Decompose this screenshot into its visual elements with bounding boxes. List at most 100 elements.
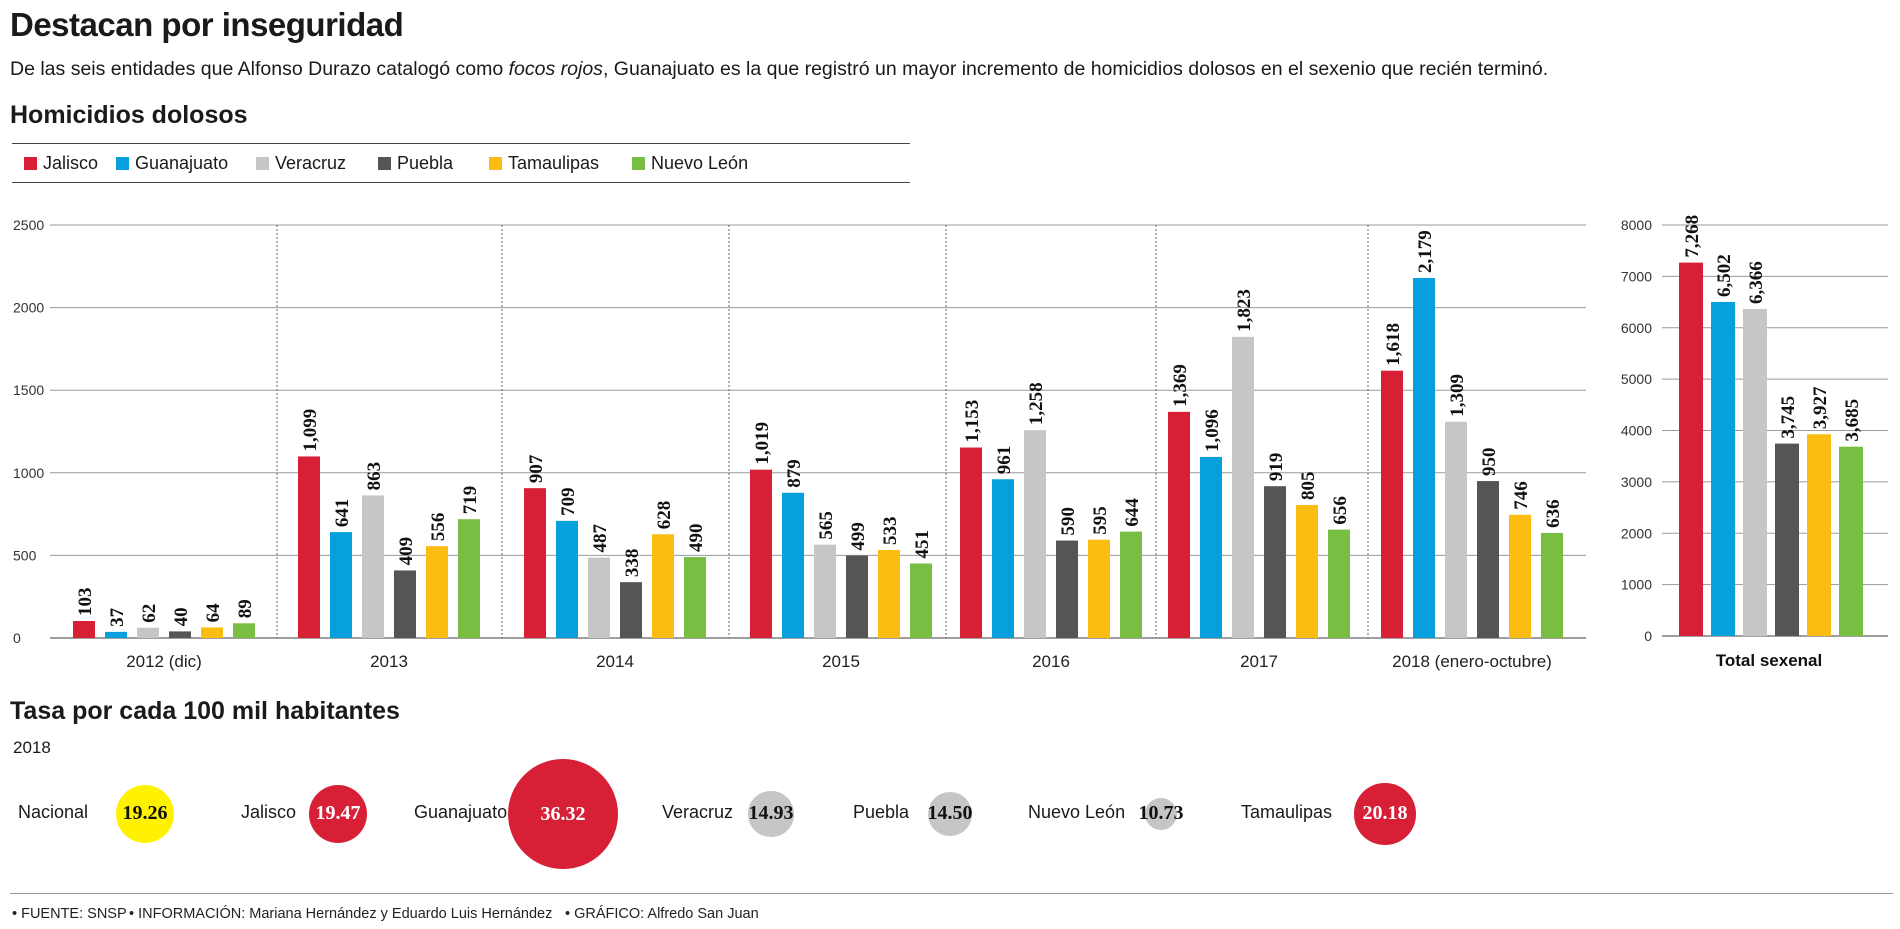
bar-value-label: 1,096 (1202, 409, 1223, 452)
legend-item-guanajuato: Guanajuato (116, 144, 228, 182)
legend-swatch (256, 157, 269, 170)
bar-value-label: 595 (1090, 506, 1111, 535)
bar-value-label: 950 (1479, 448, 1500, 477)
bar-value-label: 499 (848, 522, 869, 551)
bar-jalisco-2014 (524, 488, 546, 638)
total-bar-guanajuato (1711, 301, 1735, 636)
total-bar-chart: 0 1000 2000 3000 4000 5000 6000 7000 8000 7,268 6,… (1621, 215, 1888, 670)
bar-value-label: 919 (1266, 453, 1287, 482)
bar-tamaulipas-2015 (878, 549, 900, 638)
bar-value-label: 805 (1298, 472, 1319, 501)
bar-value-label: 961 (994, 446, 1015, 475)
bar-nuevo-leon-2013 (458, 519, 480, 638)
bar-veracruz-2018-enero-octubre (1445, 421, 1467, 638)
rate-name: Nacional (18, 802, 89, 822)
subtitle-text-end: , Guanajuato es la que registró un mayor… (602, 58, 1549, 80)
total-bar-value-label: 3,745 (1778, 396, 1799, 439)
bar-puebla-2017 (1264, 486, 1286, 638)
bar-guanajuato-2012-dic (105, 631, 127, 638)
bar-value-label: 879 (784, 459, 805, 488)
bar-veracruz-2016 (1024, 430, 1046, 638)
bar-nuevo-leon-2014 (684, 557, 706, 638)
bar-value-label: 1,369 (1170, 364, 1191, 407)
y-tick-label: 0 (13, 630, 21, 646)
rate-bubble: 19.47 (308, 784, 368, 844)
legend-item-tamaulipas: Tamaulipas (489, 144, 599, 182)
bar-value-label: 338 (622, 549, 643, 578)
total-bar-nuevo-leon (1839, 446, 1863, 636)
bar-value-label: 1,258 (1026, 382, 1047, 425)
bar-value-label: 863 (364, 462, 385, 491)
bar-value-label: 2,179 (1415, 230, 1436, 273)
y-tick-label: 7000 (1621, 268, 1652, 284)
bar-value-label: 1,099 (300, 409, 321, 452)
bar-guanajuato-2014 (556, 520, 578, 638)
rate-name: Jalisco (241, 802, 297, 822)
legend-swatch (489, 157, 502, 170)
total-bar-value-label: 3,685 (1842, 399, 1863, 442)
legend-swatch (378, 157, 391, 170)
bar-nuevo-leon-2018-enero-octubre (1541, 532, 1563, 638)
year-group-2016: 1,153 961 1,258 590 595 644 2016 (960, 382, 1143, 671)
x-category-label: 2018 (enero-octubre) (1392, 652, 1552, 671)
rates-section-title: Tasa por cada 100 mil habitantes (10, 697, 400, 725)
bar-value-label: 1,618 (1383, 323, 1404, 366)
bar-nuevo-leon-2016 (1120, 531, 1142, 638)
bar-value-label: 64 (203, 603, 224, 623)
bar-value-label: 719 (460, 486, 481, 515)
bar-guanajuato-2013 (330, 532, 352, 638)
bar-guanajuato-2017 (1200, 456, 1222, 638)
bar-jalisco-2015 (750, 469, 772, 638)
bar-veracruz-2012-dic (137, 627, 159, 638)
rate-bubble: 20.18 (1354, 783, 1416, 845)
bar-jalisco-2016 (960, 447, 982, 638)
bar-value-label: 1,823 (1234, 289, 1255, 332)
rate-name: Tamaulipas (1241, 802, 1333, 822)
year-group-2012-dic: 103 37 62 40 64 89 2012 (dic) (73, 587, 256, 671)
bar-nuevo-leon-2017 (1328, 529, 1350, 638)
bar-veracruz-2015 (814, 544, 836, 638)
bar-value-label: 907 (526, 454, 547, 483)
rate-name: Guanajuato (414, 802, 508, 822)
legend-label: Tamaulipas (508, 153, 600, 173)
year-group-2013: 1,099 641 863 409 556 719 2013 (298, 409, 481, 671)
bar-tamaulipas-2017 (1296, 505, 1318, 638)
bar-value-label: 644 (1122, 498, 1143, 527)
bar-value-label: 490 (686, 524, 707, 553)
rates-year: 2018 (13, 738, 51, 757)
y-tick-label: 2000 (1621, 525, 1652, 541)
bar-value-label: 628 (654, 501, 675, 530)
bar-tamaulipas-2014 (652, 534, 674, 638)
legend-swatch (116, 157, 129, 170)
bar-nuevo-leon-2015 (910, 563, 932, 638)
main-bar-chart: 0 500 1000 1500 2000 2500 103 37 62 40 64 89 2012 (d… (13, 217, 1586, 671)
bar-value-label: 641 (332, 499, 353, 528)
bar-puebla-2013 (394, 570, 416, 638)
rate-name: Veracruz (662, 802, 734, 822)
page-title: Destacan por inseguridad (10, 6, 404, 43)
bar-jalisco-2013 (298, 456, 320, 638)
bar-puebla-2018-enero-octubre (1477, 481, 1499, 638)
year-group-2017: 1,369 1,096 1,823 919 805 656 2017 (1168, 289, 1351, 671)
total-chart-title: Total sexenal (1716, 651, 1822, 670)
legend-label: Puebla (397, 153, 454, 173)
bar-jalisco-2012-dic (73, 620, 95, 638)
y-tick-label: 4000 (1621, 423, 1652, 439)
footer-info: • INFORMACIÓN: Mariana Hernández y Eduar… (129, 906, 553, 922)
bar-puebla-2015 (846, 555, 868, 638)
legend-item-puebla: Puebla (378, 144, 453, 182)
subtitle-text-start: De las seis entidades que Alfonso Durazo… (10, 58, 509, 80)
legend-item-nuevo-leon: Nuevo León (632, 144, 748, 182)
bar-jalisco-2017 (1168, 411, 1190, 638)
page-subtitle: De las seis entidades que Alfonso Durazo… (10, 58, 1548, 81)
rate-bubble: 19.26 (115, 784, 175, 844)
total-bar-puebla (1775, 443, 1799, 636)
bar-puebla-2014 (620, 582, 642, 638)
total-bar-veracruz (1743, 308, 1767, 636)
bar-value-label: 1,019 (752, 422, 773, 465)
bar-guanajuato-2018-enero-octubre (1413, 278, 1435, 638)
subtitle-text-italic: focos rojos (508, 58, 603, 80)
bar-veracruz-2017 (1232, 336, 1254, 638)
bar-puebla-2012-dic (169, 631, 191, 638)
